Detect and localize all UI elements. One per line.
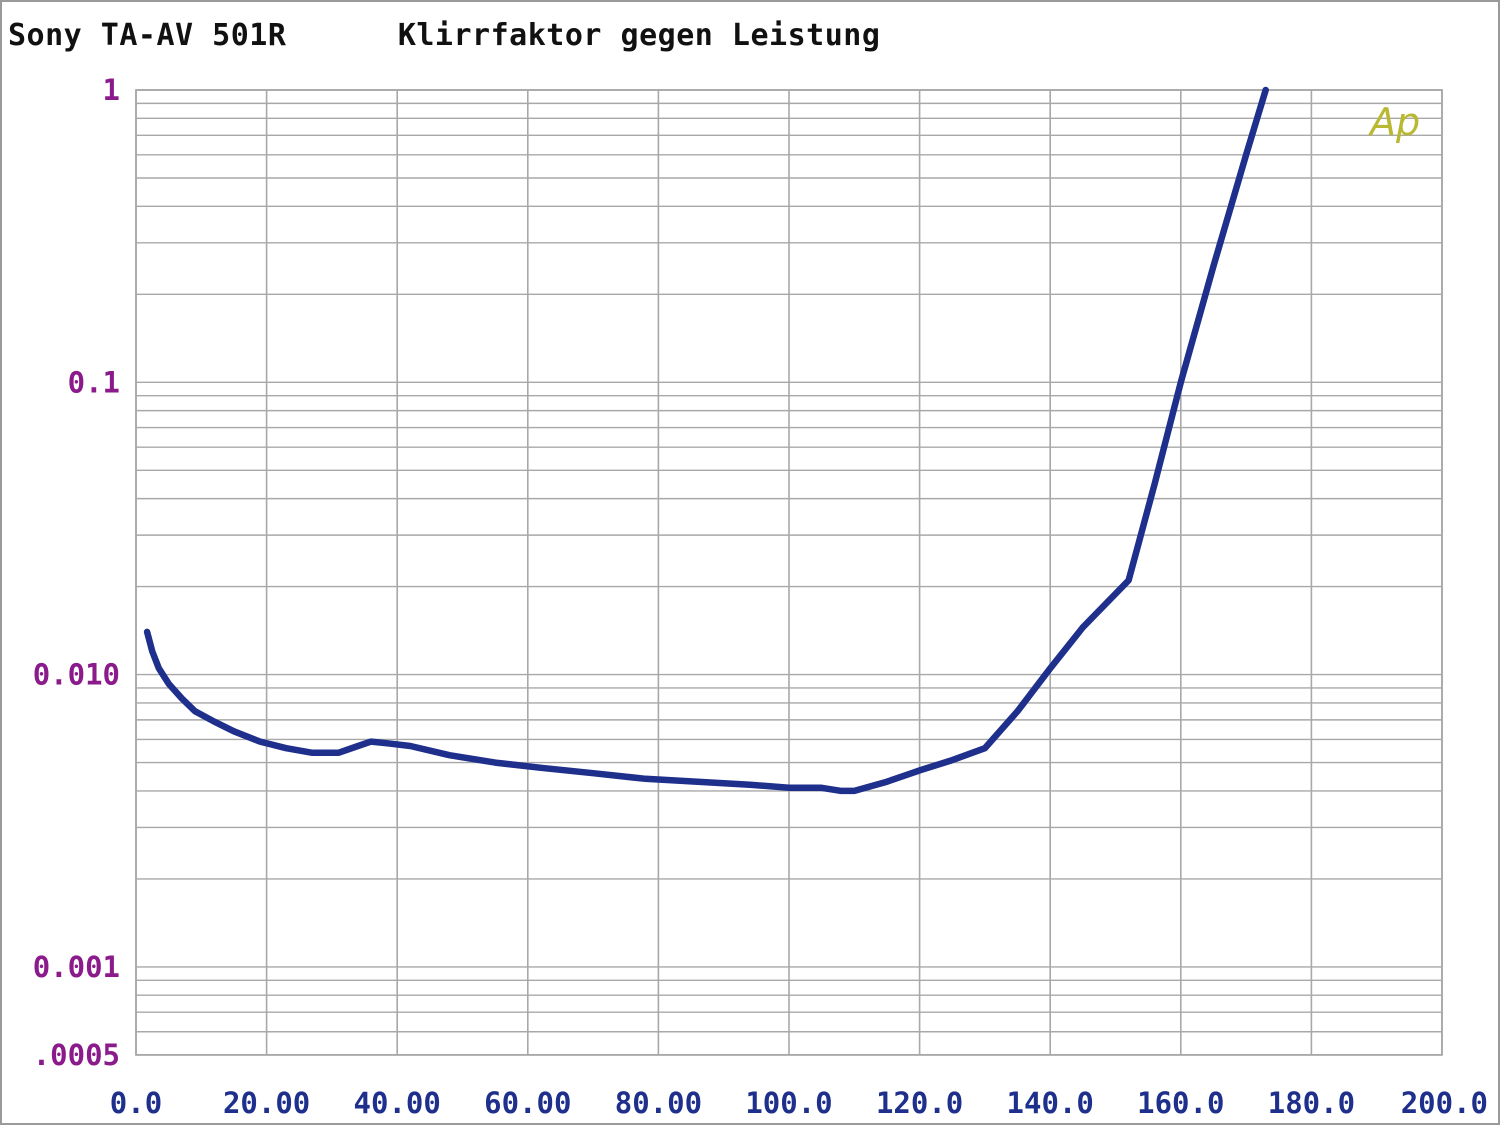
- grid: [135, 89, 1443, 1056]
- y-tick-label: 1: [103, 73, 120, 107]
- x-tick-label: 200.0: [1401, 1086, 1488, 1120]
- chart-title: Klirrfaktor gegen Leistung: [397, 18, 881, 53]
- x-tick-label: 120.0: [876, 1086, 963, 1120]
- x-axis-ticks: 0.0 20.00 40.00 60.00 80.00 100.0 120.0 140.0 16…: [110, 1086, 1488, 1120]
- x-tick-label: 40.00: [354, 1086, 441, 1120]
- series-line: [143, 86, 1269, 795]
- x-tick-label: 0.0: [110, 1086, 162, 1120]
- ap-logo: Ap: [1367, 100, 1420, 144]
- x-tick-label: 100.0: [745, 1086, 832, 1120]
- x-tick-label: 60.00: [484, 1086, 571, 1120]
- y-tick-label: 0.1: [68, 365, 120, 399]
- x-tick-label: 160.0: [1137, 1086, 1224, 1120]
- y-tick-label: 0.001: [33, 950, 120, 984]
- y-tick-label: .0005: [33, 1038, 120, 1072]
- x-tick-label: 20.00: [223, 1086, 310, 1120]
- plot-border: [135, 89, 1443, 1056]
- device-name: Sony TA-AV 501R: [8, 18, 287, 53]
- y-tick-label: 0.010: [33, 658, 120, 692]
- x-tick-label: 180.0: [1268, 1086, 1355, 1120]
- x-tick-label: 140.0: [1007, 1086, 1094, 1120]
- chart-header: Sony TA-AV 501R Klirrfaktor gegen Leistu…: [8, 18, 880, 53]
- x-tick-label: 80.00: [615, 1086, 702, 1120]
- y-axis-ticks: 1 0.1 0.010 0.001 .0005: [33, 73, 120, 1072]
